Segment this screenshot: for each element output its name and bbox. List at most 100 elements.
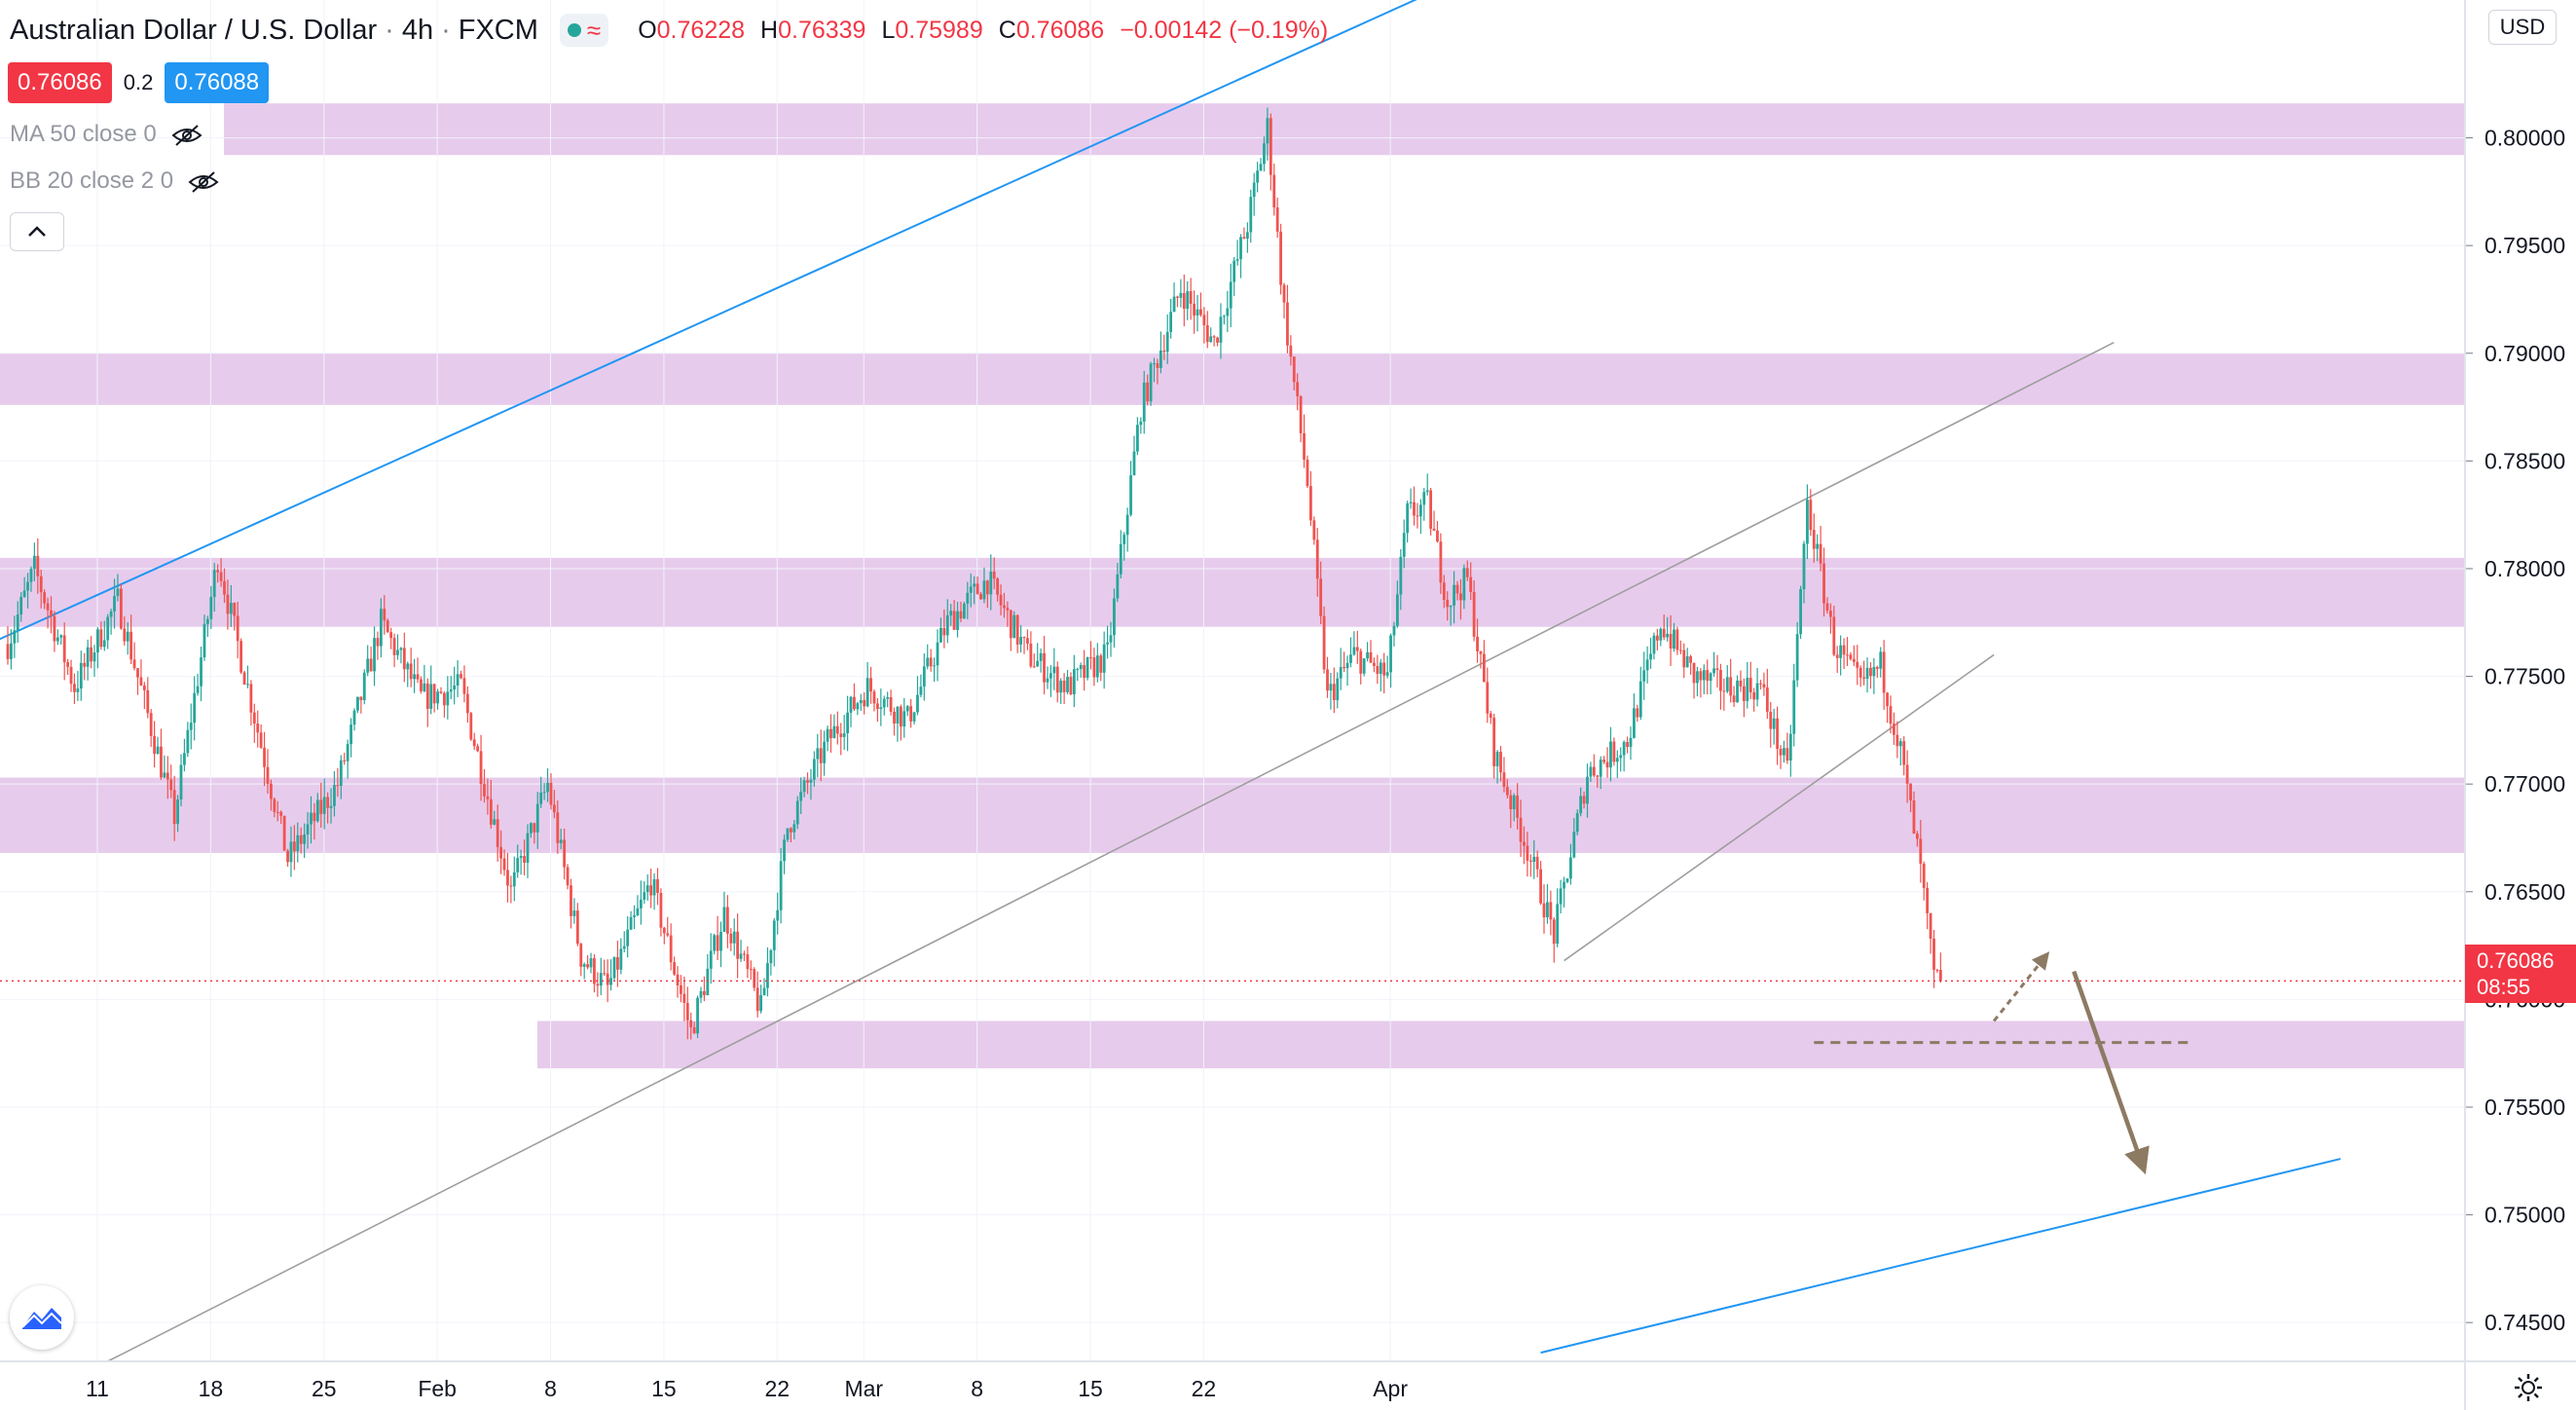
candle [912,711,916,724]
candle-body [863,699,866,707]
candle [216,564,220,583]
candle [153,721,157,768]
candle-body [1406,502,1410,534]
candle [959,601,963,622]
interval-label[interactable]: 4h [401,14,434,46]
candle-body [113,596,116,612]
candle-body [116,588,120,597]
candle [436,688,439,710]
tradingview-logo-icon[interactable] [10,1285,74,1350]
candle [189,703,193,750]
candle [202,614,206,661]
candle-body [1752,691,1756,700]
candle [1742,678,1746,718]
candle-body [596,983,600,986]
candle [792,820,796,839]
market-status[interactable]: ≈ [559,14,609,47]
candle-body [239,641,243,673]
candle-body [1528,860,1532,863]
candle-body [1442,582,1446,600]
candle-body [786,828,790,840]
candle-body [126,631,129,642]
candle [1828,603,1832,634]
candle-body [1542,903,1546,918]
candle-body [69,666,73,685]
candle [359,696,363,714]
candle [1306,455,1309,489]
candle [1938,952,1942,983]
y-tick-label: 0.74500 [2484,1310,2565,1335]
candle [276,800,279,822]
candle [1702,664,1706,694]
candle-body [1709,673,1712,682]
candle [1819,526,1822,572]
candle [219,558,223,587]
candle [1022,636,1026,654]
candle-body [1652,635,1656,654]
candle-body [1319,578,1323,616]
candle [76,671,80,701]
candle-body [809,779,813,783]
currency-button[interactable]: USD [2488,10,2557,45]
candle [1535,850,1539,877]
candle [909,698,913,728]
sell-price-button[interactable]: 0.76086 [8,62,112,103]
candle [1599,756,1602,790]
candle [809,768,813,800]
candle [392,633,396,668]
candle [1212,335,1216,347]
candle-body [1199,309,1202,315]
collapse-legend-button[interactable] [10,212,64,251]
eye-hidden-icon[interactable] [170,124,203,146]
candle-body [1482,653,1486,683]
candle-body [746,954,750,970]
candle [1725,664,1729,694]
candle-body [1586,776,1589,804]
symbol-title[interactable]: Australian Dollar / U.S. Dollar [10,14,378,46]
candle [453,666,457,705]
candle [200,646,202,702]
candle [816,733,820,778]
candle [1263,136,1266,172]
candle [479,734,483,801]
candle-body [233,603,237,616]
candle [1645,646,1649,684]
candle-body [1846,654,1849,656]
candle-body [639,899,643,909]
candle [629,910,633,931]
indicator-ma[interactable]: MA 50 close 0 [10,121,203,148]
candle [383,595,386,635]
candle-body [322,797,326,814]
candle [1272,164,1276,216]
candle-body [1819,543,1822,564]
buy-price-button[interactable]: 0.76088 [165,62,270,103]
candle [1266,107,1270,161]
indicator-bb[interactable]: BB 20 close 2 0 [10,167,220,195]
candle [739,940,743,962]
candle-body [1249,197,1253,233]
candle-body [963,603,966,619]
candle-body [1349,654,1352,663]
eye-hidden-icon[interactable] [187,170,220,193]
gear-icon[interactable] [2512,1371,2545,1404]
candle-body [1418,504,1422,517]
candle [749,960,753,981]
candle [1216,336,1219,347]
candle [22,576,26,598]
candle [1865,657,1869,693]
candle [229,584,233,627]
candle [899,704,902,741]
candle-body [599,973,603,986]
candle-body [1762,684,1766,687]
candle-body [1146,382,1150,402]
candle [1076,667,1080,682]
candle-body [62,635,66,663]
candle [223,568,226,604]
candle-body [1332,684,1336,701]
candle-body [183,753,186,765]
candle-body [1746,678,1749,701]
candle-body [160,746,163,778]
candle [1556,888,1560,947]
candle [766,946,769,997]
